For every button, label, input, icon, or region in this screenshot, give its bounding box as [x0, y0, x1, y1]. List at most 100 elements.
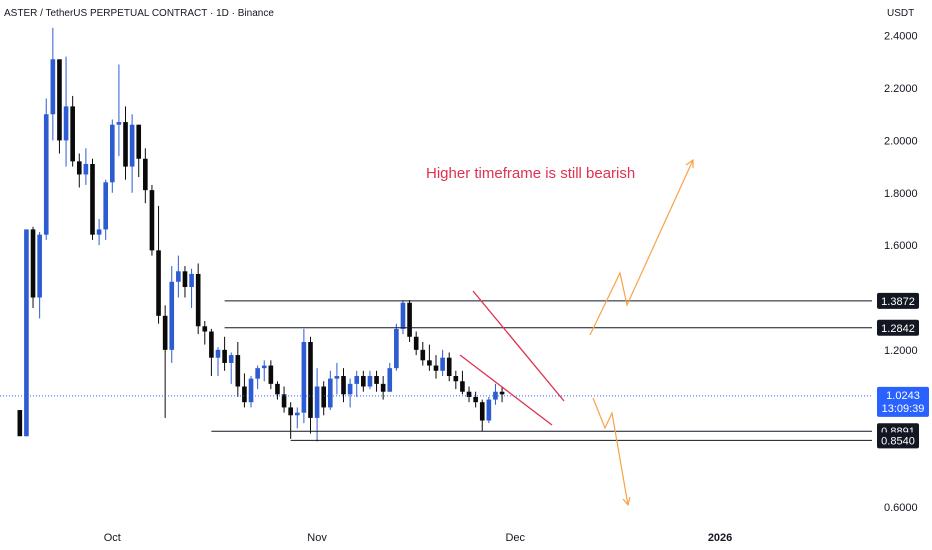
candle-body	[466, 391, 472, 397]
candle-body	[374, 376, 379, 384]
candle-body	[189, 273, 194, 288]
candle-body	[486, 399, 492, 421]
drawings-layer	[459, 158, 694, 507]
candle-body	[440, 357, 445, 371]
y-tick-label: 2.2000	[884, 83, 918, 95]
candle-body	[413, 336, 419, 350]
candle	[30, 226, 36, 308]
candle	[50, 27, 56, 141]
candle	[361, 370, 366, 392]
candle-body	[136, 124, 142, 159]
candle	[248, 376, 254, 408]
candle-body	[57, 59, 62, 141]
levels-layer	[0, 300, 872, 441]
candle	[387, 362, 393, 392]
candle	[261, 360, 267, 382]
candle	[380, 376, 386, 400]
candle	[334, 362, 340, 395]
y-tick-label: 2.0000	[884, 135, 918, 147]
candle	[103, 179, 109, 240]
candle-body	[294, 412, 300, 416]
candle-body	[301, 341, 307, 413]
candle-body	[103, 182, 109, 230]
candle-body	[394, 328, 399, 369]
candles-layer	[17, 27, 505, 442]
candle-body	[433, 365, 439, 371]
candle-body	[354, 376, 360, 384]
candle	[367, 370, 373, 390]
candle	[202, 321, 208, 345]
candle	[129, 114, 135, 193]
bar-countdown: 13:09:39	[882, 403, 925, 415]
y-tick-label: 0.6000	[884, 502, 918, 514]
candle-body	[255, 368, 260, 379]
candle	[96, 218, 102, 246]
candle	[43, 98, 49, 240]
candle-body	[453, 376, 459, 382]
currency-label: USDT	[887, 8, 915, 19]
candle	[294, 407, 300, 429]
candle	[420, 341, 426, 366]
candle-body	[400, 302, 406, 329]
candle	[83, 148, 89, 185]
candle	[149, 184, 155, 256]
candle-body	[288, 407, 293, 416]
chart-title: ASTER / TetherUS PERPETUAL CONTRACT · 1D…	[4, 8, 274, 19]
candle-body	[37, 234, 42, 298]
candle	[189, 268, 194, 308]
candle	[354, 370, 360, 397]
candle-body	[215, 349, 221, 358]
candle-body	[420, 349, 426, 361]
x-axis: Oct Nov Dec 2026	[104, 532, 733, 544]
candle	[288, 402, 293, 439]
candle	[499, 386, 505, 403]
candle	[460, 370, 465, 395]
candle-body	[228, 355, 234, 363]
candle-body	[182, 271, 188, 288]
bearish-arrowhead	[622, 496, 631, 507]
price-level-label: 1.3872	[877, 292, 919, 309]
candle-body	[30, 229, 36, 298]
candle	[37, 232, 42, 319]
candle-body	[50, 59, 56, 115]
candle	[57, 59, 62, 154]
candle-body	[202, 326, 208, 332]
candle-body	[162, 315, 168, 350]
candle	[176, 255, 181, 298]
y-tick-label: 1.8000	[884, 188, 918, 200]
candle	[235, 341, 241, 397]
candle-body	[347, 383, 353, 395]
candle	[433, 355, 439, 379]
candle	[228, 352, 234, 384]
bearish-scenario-arrow	[592, 397, 629, 506]
candle	[413, 331, 419, 356]
candle-body	[387, 368, 393, 392]
candle	[407, 300, 412, 342]
candle-body	[235, 355, 241, 387]
candle	[17, 410, 23, 437]
candle-body	[222, 349, 227, 363]
candle-body	[17, 410, 23, 437]
candle-body	[143, 158, 148, 191]
candle	[374, 370, 379, 392]
candle	[222, 336, 227, 371]
candle-body	[308, 341, 313, 418]
price-label-box	[877, 432, 919, 449]
candle-body	[334, 376, 340, 379]
candle	[63, 56, 69, 167]
price-label-box	[877, 292, 919, 309]
candle-body	[70, 106, 75, 162]
candle-body	[361, 376, 366, 387]
x-tick-label: 2026	[708, 532, 732, 544]
candle	[255, 365, 260, 390]
candle-body	[314, 386, 320, 418]
price-label-box	[877, 319, 919, 336]
last-price-value: 1.0243	[886, 390, 920, 402]
y-tick-label: 2.4000	[884, 31, 918, 43]
y-tick-label: 1.2000	[884, 345, 918, 357]
candle-body	[427, 360, 432, 366]
candle	[76, 153, 82, 188]
